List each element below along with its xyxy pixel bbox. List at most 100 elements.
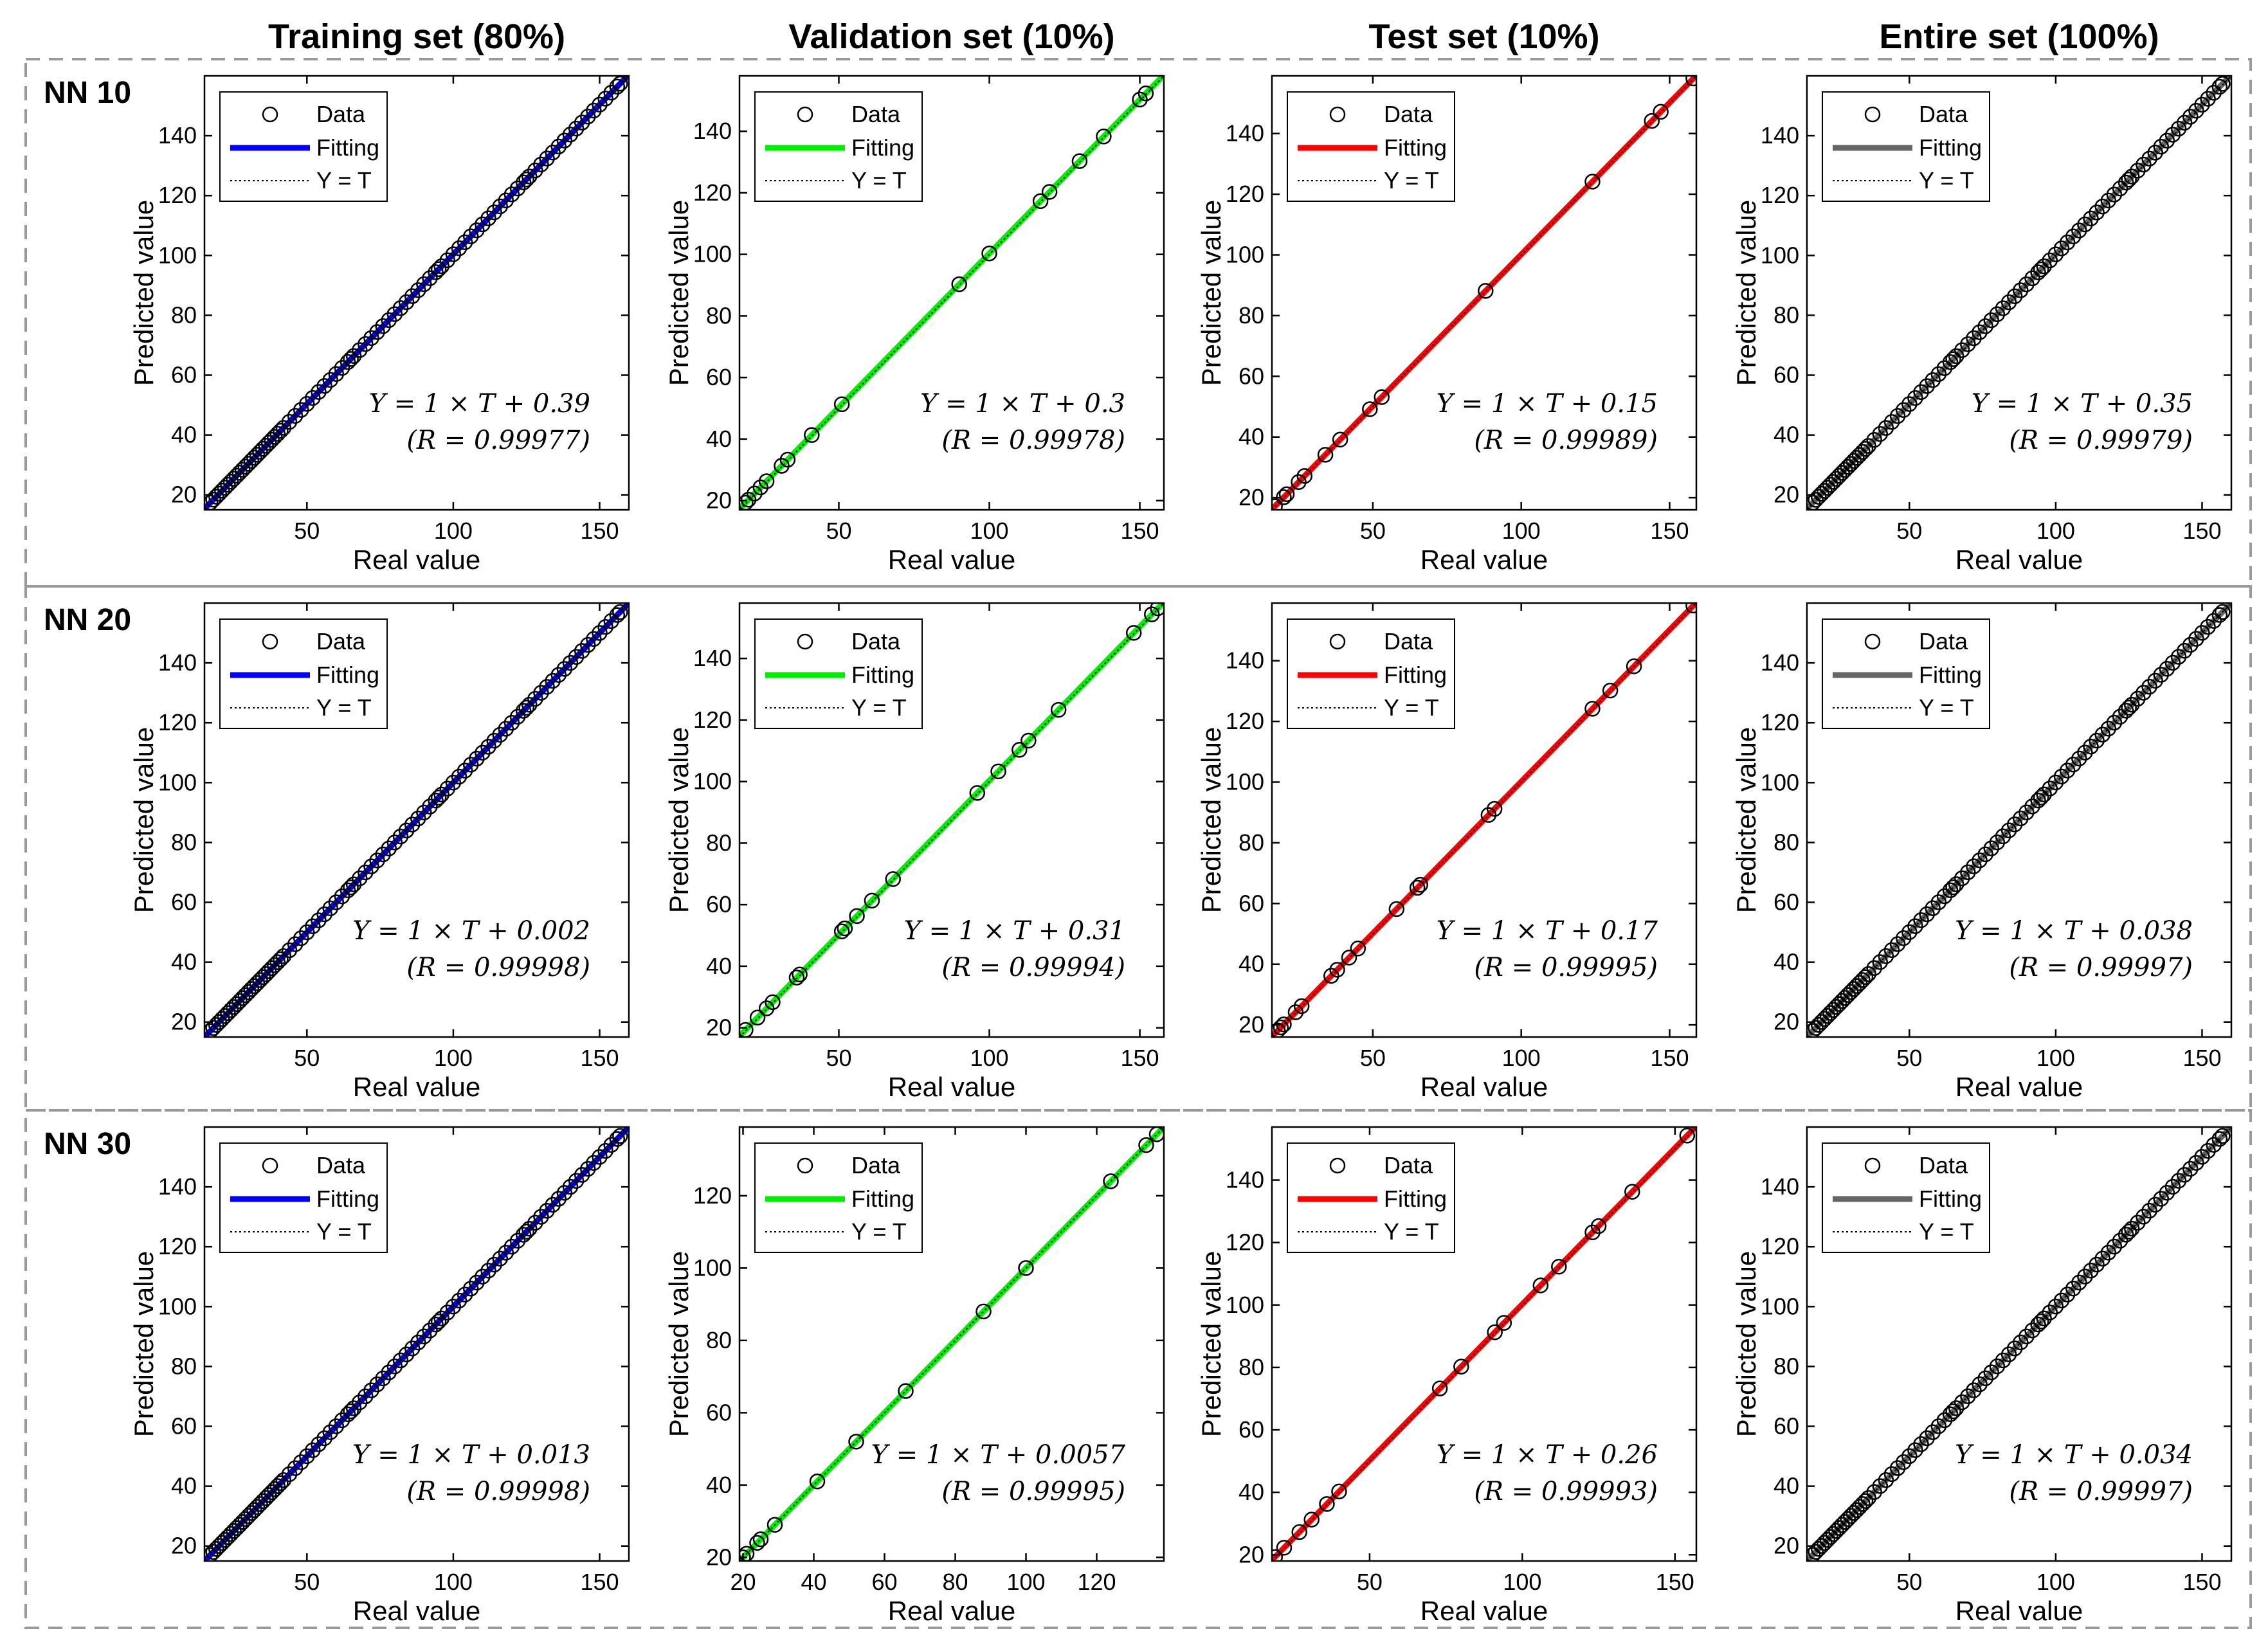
- data-point: [281, 942, 298, 959]
- data-point: [369, 324, 385, 340]
- data-point: [1895, 402, 1912, 418]
- data-point: [1866, 960, 1882, 977]
- data-point: [428, 264, 444, 280]
- data-point: [234, 1514, 251, 1530]
- data-point: [1846, 453, 1862, 469]
- data-point: [1960, 336, 1976, 352]
- data-point: [480, 210, 496, 226]
- data-point: [990, 763, 1006, 780]
- data-point: [1807, 494, 1821, 510]
- data-point: [1453, 1358, 1469, 1375]
- data-point: [1843, 1508, 1859, 1524]
- data-point: [574, 114, 590, 131]
- data-point: [2106, 186, 2123, 203]
- data-point: [2130, 1214, 2146, 1231]
- data-point: [1021, 732, 1037, 749]
- x-tick-label: 150: [2182, 1569, 2221, 1595]
- data-point: [1942, 882, 1959, 898]
- data-point: [2053, 768, 2070, 785]
- x-tick-label: 50: [826, 1045, 851, 1071]
- legend-identity-label: Y = T: [1384, 1218, 1439, 1245]
- data-point: [1846, 1505, 1862, 1521]
- data-point: [430, 789, 447, 806]
- data-point: [1983, 1364, 2000, 1380]
- y-tick-label: 120: [1761, 1233, 1799, 1259]
- panel-nn20-test: 50 100 150 20 40 60 80 100 120 140 Real value Predi…: [1196, 602, 1698, 1102]
- data-point: [340, 882, 356, 899]
- legend-data-label: Data: [316, 628, 366, 654]
- data-point: [1374, 389, 1390, 405]
- y-tick-label: 40: [1238, 424, 1264, 450]
- data-point: [299, 924, 315, 941]
- data-point: [1828, 999, 1844, 1015]
- data-point: [2206, 613, 2222, 629]
- data-point: [1807, 1023, 1821, 1037]
- data-point: [2200, 618, 2216, 635]
- plot-content: [1272, 76, 1696, 510]
- data-point: [2112, 181, 2128, 197]
- data-point: [258, 438, 274, 454]
- data-point: [1050, 701, 1067, 718]
- data-point: [2147, 672, 2163, 689]
- data-point: [752, 1531, 769, 1547]
- data-point: [2094, 1250, 2110, 1267]
- data-point: [2121, 172, 2137, 188]
- data-point: [1624, 1184, 1640, 1200]
- data-point: [1278, 486, 1295, 502]
- data-point: [2042, 252, 2058, 269]
- y-tick-label: 60: [171, 889, 197, 916]
- data-point: [1810, 1540, 1827, 1557]
- data-point: [1895, 930, 1912, 946]
- data-point: [1925, 900, 1941, 916]
- data-point: [2036, 786, 2052, 803]
- data-point: [1840, 1511, 1856, 1527]
- data-point: [287, 1460, 304, 1476]
- data-point: [2077, 744, 2093, 761]
- data-point: [837, 920, 853, 937]
- x-tick-label: 150: [1650, 1045, 1689, 1071]
- data-point: [758, 473, 775, 489]
- x-tick-label: 150: [2182, 1045, 2221, 1071]
- y-tick-label: 60: [1238, 890, 1264, 916]
- data-point: [343, 351, 359, 367]
- data-point: [322, 1424, 338, 1441]
- y-tick-label: 140: [158, 1173, 197, 1200]
- data-point: [580, 1160, 596, 1177]
- data-point: [1828, 471, 1844, 487]
- y-axis-label: Predicted value: [1731, 727, 1761, 914]
- data-point: [1995, 828, 2011, 845]
- data-point: [2194, 625, 2210, 641]
- y-tick-label: 120: [158, 709, 197, 735]
- data-point: [228, 1520, 245, 1536]
- x-axis-label: Real value: [1955, 545, 2083, 575]
- data-point: [358, 864, 374, 881]
- data-point: [281, 1466, 298, 1483]
- y-tick-label: 100: [1761, 769, 1799, 795]
- data-point: [416, 1328, 432, 1345]
- data-point: [1872, 954, 1889, 970]
- data-point: [2112, 1232, 2128, 1249]
- data-point: [556, 132, 573, 149]
- data-point: [345, 348, 362, 365]
- data-point: [433, 258, 449, 275]
- data-point: [457, 762, 473, 779]
- y-tick-label: 100: [158, 242, 197, 268]
- data-point: [351, 871, 368, 887]
- plot-content: [1272, 603, 1696, 1037]
- data-point: [246, 978, 262, 995]
- fit-equation: Y = 1 × T + 0.013: [352, 1440, 590, 1470]
- legend-data-label: Data: [1384, 628, 1433, 654]
- data-point: [1388, 901, 1405, 917]
- data-point: [258, 1490, 274, 1506]
- data-point: [398, 294, 415, 311]
- data-point: [1412, 876, 1429, 893]
- data-point: [533, 685, 549, 701]
- legend-marker-icon: [1329, 1157, 1346, 1174]
- legend-identity-label: Y = T: [1919, 167, 1974, 194]
- data-point: [469, 750, 485, 767]
- data-point: [609, 607, 626, 623]
- data-point: [1954, 1394, 1970, 1411]
- data-point: [1817, 483, 1833, 499]
- x-tick-label: 50: [1896, 1045, 1922, 1071]
- data-point: [240, 456, 257, 472]
